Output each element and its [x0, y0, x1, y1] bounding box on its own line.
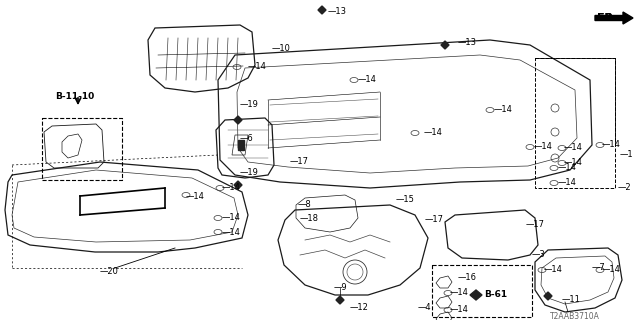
Text: FR.: FR.: [597, 13, 618, 23]
Text: —14: —14: [558, 178, 577, 187]
Text: —10: —10: [272, 44, 291, 53]
Text: T2AAB3710A: T2AAB3710A: [550, 312, 600, 320]
Text: —14: —14: [358, 75, 377, 84]
Text: —14: —14: [450, 288, 469, 297]
Polygon shape: [238, 140, 244, 150]
Text: —15: —15: [396, 195, 415, 204]
Text: —12: —12: [350, 303, 369, 312]
Text: —14: —14: [186, 192, 205, 201]
Text: —17: —17: [290, 157, 309, 166]
Text: —13: —13: [458, 38, 477, 47]
Bar: [432, 265, 532, 317]
Text: —14: —14: [564, 143, 583, 152]
Text: —14: —14: [450, 305, 469, 314]
Text: —20: —20: [100, 267, 119, 276]
FancyArrow shape: [595, 12, 633, 24]
Text: —14: —14: [534, 142, 553, 151]
Text: —14: —14: [424, 128, 443, 137]
Text: —14: —14: [222, 183, 241, 192]
Text: —19: —19: [240, 168, 259, 177]
Text: —6: —6: [240, 134, 253, 143]
Text: —7: —7: [592, 263, 605, 272]
Text: —4: —4: [418, 303, 431, 312]
Text: —14: —14: [222, 213, 241, 222]
Text: —9: —9: [334, 283, 348, 292]
Polygon shape: [234, 116, 242, 124]
Text: —14: —14: [544, 265, 563, 274]
Text: —2: —2: [618, 183, 632, 192]
Text: —14: —14: [602, 140, 621, 149]
Polygon shape: [544, 292, 552, 300]
Text: B-61: B-61: [484, 290, 507, 299]
Bar: [42, 118, 122, 180]
Text: —18: —18: [300, 214, 319, 223]
Text: —14: —14: [564, 158, 583, 167]
Text: —14: —14: [494, 105, 513, 114]
Polygon shape: [336, 296, 344, 304]
Text: —8: —8: [298, 200, 312, 209]
Text: —19: —19: [240, 100, 259, 109]
Text: —3: —3: [532, 250, 546, 259]
Text: —11: —11: [562, 295, 581, 304]
Text: —14: —14: [602, 265, 621, 274]
Text: —17: —17: [526, 220, 545, 229]
Text: B-11-10: B-11-10: [55, 92, 94, 101]
Text: —14: —14: [248, 62, 267, 71]
Bar: [535, 58, 615, 188]
Text: —14: —14: [222, 228, 241, 237]
Text: FR.: FR.: [597, 13, 618, 23]
Text: —17: —17: [425, 215, 444, 224]
Polygon shape: [318, 6, 326, 14]
Polygon shape: [441, 41, 449, 49]
Text: —16: —16: [458, 273, 477, 282]
Text: —1: —1: [620, 150, 634, 159]
Text: —14: —14: [558, 163, 577, 172]
Text: —13: —13: [328, 7, 347, 16]
Polygon shape: [234, 181, 242, 189]
Polygon shape: [470, 290, 482, 300]
